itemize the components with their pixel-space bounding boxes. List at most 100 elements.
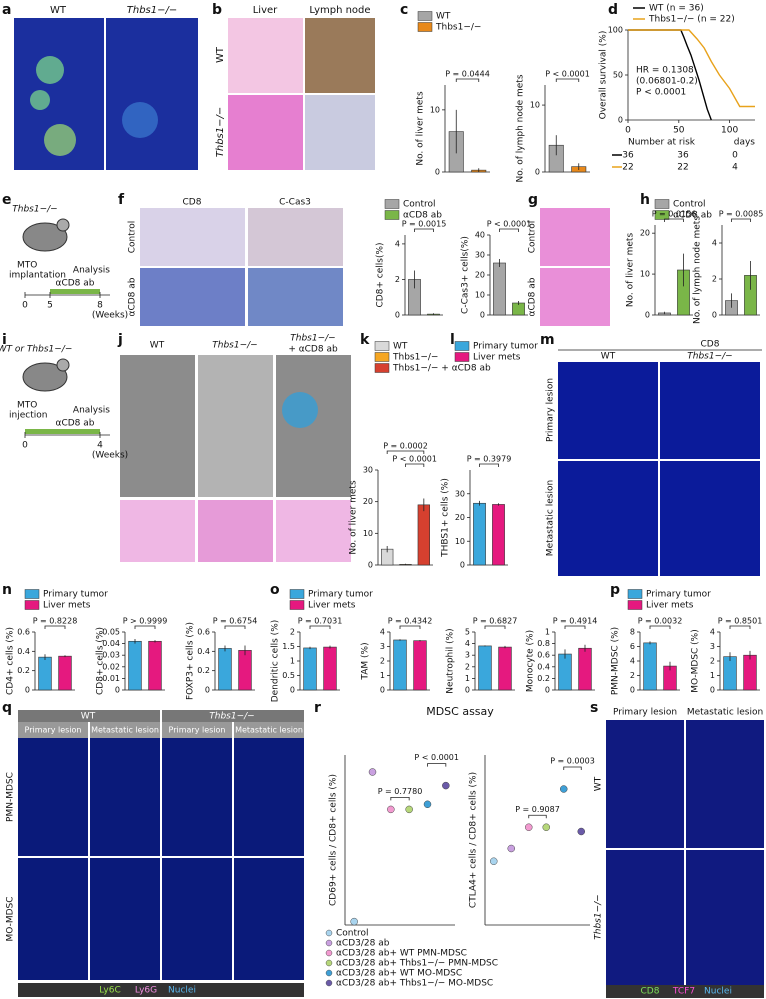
footer-bar	[18, 983, 304, 997]
label: Control	[128, 221, 138, 254]
y-tick-label: 2	[380, 657, 385, 666]
y-tick-label: 0	[435, 168, 440, 177]
panel-letter: b	[212, 2, 222, 18]
micrograph	[540, 208, 610, 266]
label: CD8	[641, 987, 660, 997]
legend-label: αCD3/28 ab+ Thbs1−/− PMN-MDSC	[336, 959, 498, 969]
treatment-bar	[25, 429, 100, 434]
label: Metastatic lesion	[91, 726, 159, 735]
label: Thbs1−/−	[215, 107, 226, 158]
header-bar	[90, 722, 160, 738]
label: 4	[97, 441, 103, 451]
y-tick-label: 0	[368, 561, 373, 570]
label: WT	[594, 776, 604, 791]
bar	[498, 646, 512, 691]
label: MTO	[17, 261, 37, 271]
micrograph	[660, 362, 760, 459]
legend-label: Liver mets	[43, 601, 91, 611]
label: αCD8 ab	[56, 279, 95, 289]
label: Primary lesion	[546, 378, 556, 442]
y-tick-label: 0.8	[537, 639, 550, 648]
y-tick-label: 0.6	[197, 628, 210, 637]
legend-label: Liver mets	[646, 601, 694, 611]
y-tick-label: 50	[613, 71, 623, 80]
y-tick-label: 0	[380, 686, 385, 695]
y-tick-label: 1	[710, 671, 715, 680]
y-axis-label: MO-MDSC (%)	[691, 629, 701, 692]
y-tick-label: 4	[395, 239, 400, 248]
label: Thbs1−/−	[209, 712, 254, 722]
bar	[417, 504, 431, 566]
y-tick-label: 40	[475, 231, 485, 240]
micrograph	[162, 738, 232, 856]
micrograph	[140, 268, 245, 326]
panel-letter: m	[540, 332, 555, 348]
y-axis-label: Neutrophil (%)	[446, 628, 456, 693]
bar	[323, 646, 337, 691]
y-tick-label: 0.4	[17, 647, 30, 656]
label: Analysis	[73, 406, 110, 416]
micrograph	[106, 18, 198, 170]
panel-letter: c	[400, 2, 408, 18]
survival-curve	[628, 29, 712, 121]
panel-letter: k	[360, 332, 370, 348]
bracket	[479, 463, 499, 467]
treatment-bar	[50, 289, 100, 294]
p-value: P = 0.6827	[473, 617, 518, 626]
x-tick-label: 50	[673, 126, 685, 136]
bracket	[664, 218, 684, 222]
y-tick-label: 1	[290, 657, 295, 666]
legend-label: WT (n = 36)	[649, 4, 704, 14]
y-axis-label: No. of liver mets	[626, 233, 636, 308]
panel-letter: i	[2, 332, 7, 348]
bracket	[309, 625, 331, 629]
legend-swatch	[325, 979, 333, 987]
mouse	[22, 362, 68, 392]
x-axis-label: days	[734, 138, 756, 148]
y-tick-label: 10	[640, 270, 650, 279]
label: Ly6C	[99, 986, 121, 996]
bar	[393, 639, 407, 691]
label: αCD8 ab	[128, 277, 138, 316]
label: Analysis	[73, 266, 110, 276]
label: 0	[22, 301, 28, 311]
label: PMN-MDSC	[6, 772, 16, 822]
y-tick-label: 0.01	[102, 674, 120, 683]
dot	[525, 823, 533, 831]
panel-letter: n	[2, 582, 12, 598]
legend-label: Primary tumor	[43, 590, 108, 600]
legend-swatch	[374, 352, 390, 362]
legend-swatch	[417, 11, 433, 21]
bar	[723, 656, 737, 691]
header-bar	[18, 710, 160, 722]
label: Thbs1−/−	[212, 341, 257, 351]
bar	[413, 640, 427, 691]
label: WT	[50, 5, 67, 16]
panel-letter: o	[270, 582, 280, 598]
legend-swatch	[325, 939, 333, 947]
p-value: P = 0.8228	[33, 617, 78, 626]
legend-swatch	[654, 199, 670, 209]
label: Primary lesion	[169, 726, 226, 735]
y-axis-label: C-Cas3+ cells(%)	[461, 236, 471, 314]
p-value: P = 0.0003	[550, 757, 595, 766]
y-tick-label: 0	[645, 311, 650, 320]
dot	[577, 827, 585, 836]
y-tick-label: 3	[380, 642, 385, 651]
label: (Weeks)	[92, 311, 128, 321]
dot	[560, 785, 568, 793]
legend-label: Primary tumor	[473, 342, 538, 352]
bar	[58, 655, 72, 691]
label: CD8	[701, 340, 720, 350]
micrograph	[248, 208, 343, 266]
micrograph	[120, 500, 195, 562]
micrograph	[198, 500, 273, 562]
y-tick-label: 0	[535, 168, 540, 177]
annotation: P < 0.0001	[636, 88, 686, 98]
y-tick-label: 4	[710, 628, 715, 637]
y-axis-label: No. of lymph node mets	[693, 216, 703, 324]
y-tick-label: 10	[430, 105, 440, 114]
label: αCD8 ab	[56, 419, 95, 429]
y-axis-label: CD8+ cells (%)	[96, 627, 106, 695]
y-tick-label: 0	[618, 116, 623, 125]
